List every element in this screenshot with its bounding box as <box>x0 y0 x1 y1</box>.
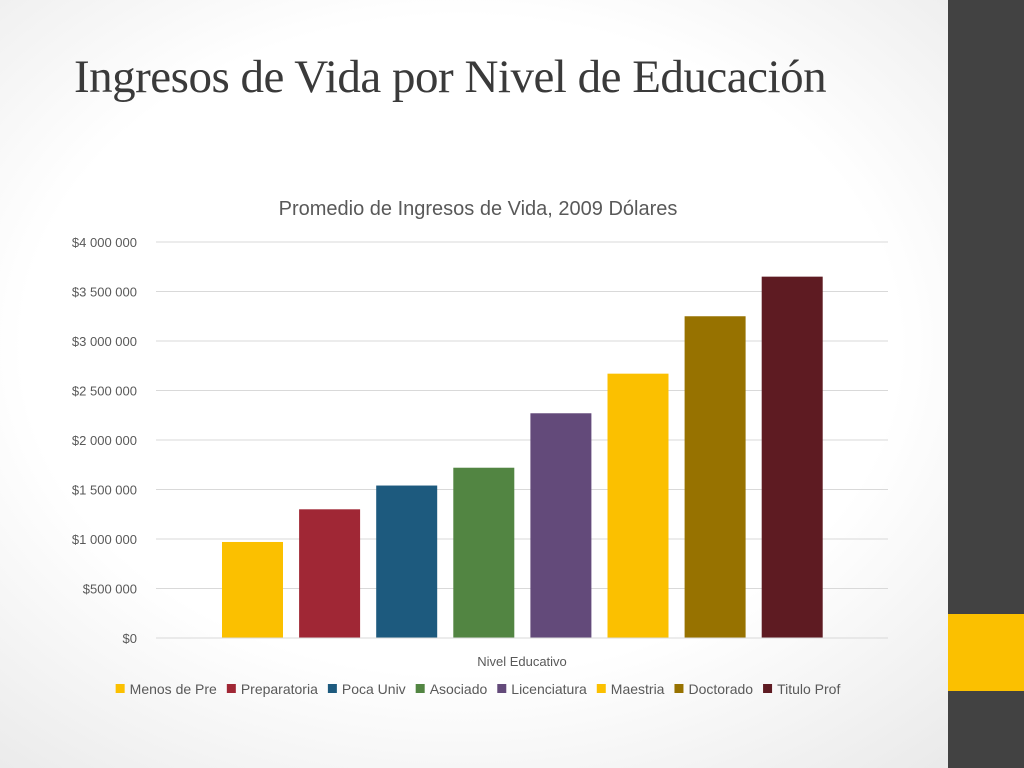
bar-0 <box>222 541 283 638</box>
legend-swatch <box>115 684 125 693</box>
legend-label: Menos de Pre <box>130 681 217 697</box>
y-tick-label: $2 000 000 <box>72 433 137 448</box>
legend-item: Preparatoria <box>226 681 318 697</box>
legend-item: Poca Univ <box>327 681 406 697</box>
legend-item: Asociado <box>415 681 488 697</box>
y-tick-label: $500 000 <box>83 582 137 597</box>
bar-2 <box>376 485 438 638</box>
y-tick-label: $2 500 000 <box>72 384 137 399</box>
bar-chart: Promedio de Ingresos de Vida, 2009 Dólar… <box>72 198 888 697</box>
legend-item: Menos de Pre <box>115 681 217 697</box>
y-tick-label: $4 000 000 <box>72 235 137 250</box>
slide-title: Ingresos de Vida por Nivel de Educación <box>74 51 827 103</box>
y-axis-ticks: $0 $500 000 $1 000 000 $1 500 000 $2 000 000… <box>72 235 137 646</box>
legend-swatch <box>674 684 684 693</box>
x-axis-label: Nivel Educativo <box>477 654 567 669</box>
legend-swatch <box>327 684 337 693</box>
bar-4 <box>530 413 592 638</box>
y-tick-label: $1 000 000 <box>72 532 137 547</box>
legend-label: Doctorado <box>688 681 753 697</box>
legend-item: Licenciatura <box>497 681 587 697</box>
bars <box>222 276 823 638</box>
legend: Menos de Pre Preparatoria Poca Univ Asociad… <box>115 681 840 697</box>
chart-title: Promedio de Ingresos de Vida, 2009 Dólar… <box>279 198 678 220</box>
legend-swatch <box>497 684 507 693</box>
bar-7 <box>761 276 823 638</box>
legend-swatch <box>226 684 236 693</box>
legend-swatch <box>763 684 773 693</box>
legend-item: Maestria <box>596 681 665 697</box>
y-tick-label: $3 000 000 <box>72 334 137 349</box>
legend-label: Asociado <box>430 681 488 697</box>
legend-label: Titulo Prof <box>777 681 840 697</box>
bar-6 <box>684 316 746 638</box>
legend-item: Doctorado <box>674 681 753 697</box>
legend-label: Maestria <box>611 681 665 697</box>
bar-5 <box>607 373 669 638</box>
legend-item: Titulo Prof <box>763 681 840 697</box>
legend-swatch <box>596 684 606 693</box>
legend-label: Preparatoria <box>241 681 318 697</box>
y-tick-label: $1 500 000 <box>72 483 137 498</box>
bar-3 <box>453 467 515 638</box>
y-tick-label: $3 500 000 <box>72 285 137 300</box>
bar-1 <box>299 509 361 638</box>
legend-label: Poca Univ <box>342 681 406 697</box>
legend-swatch <box>415 684 425 693</box>
y-tick-label: $0 <box>123 631 137 646</box>
legend-label: Licenciatura <box>511 681 587 697</box>
sidebar-accent-block <box>948 614 1024 691</box>
